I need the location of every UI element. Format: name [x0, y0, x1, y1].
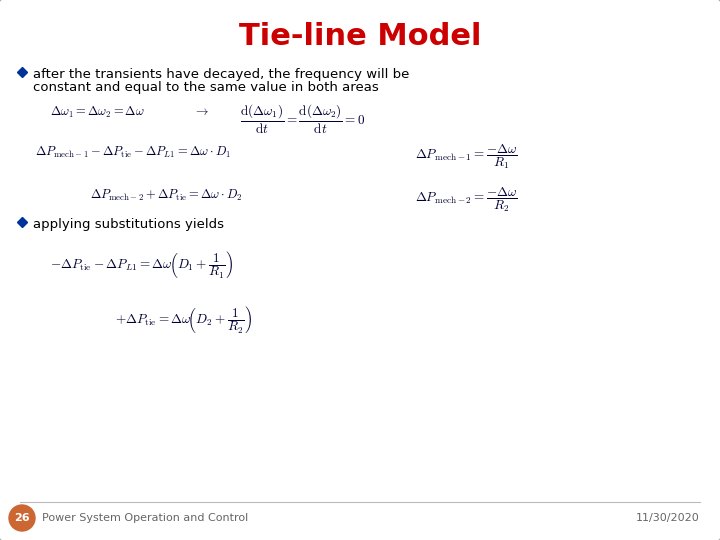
- Text: $\rightarrow$: $\rightarrow$: [193, 105, 209, 118]
- Text: after the transients have decayed, the frequency will be: after the transients have decayed, the f…: [33, 68, 410, 81]
- Text: $\Delta P_{\mathrm{mech-2}} + \Delta P_{\mathrm{tie}} = \Delta\omega \cdot D_2$: $\Delta P_{\mathrm{mech-2}} + \Delta P_{…: [90, 188, 243, 203]
- Text: $\Delta\omega_1 = \Delta\omega_2 = \Delta\omega$: $\Delta\omega_1 = \Delta\omega_2 = \Delt…: [50, 105, 145, 120]
- Text: 11/30/2020: 11/30/2020: [636, 513, 700, 523]
- Text: $-\Delta P_{\mathrm{tie}} - \Delta P_{L1} = \Delta\omega\!\left(D_1 + \dfrac{1}{: $-\Delta P_{\mathrm{tie}} - \Delta P_{L1…: [50, 250, 233, 281]
- Text: $\Delta P_{\mathrm{mech-1}} = \dfrac{-\Delta\omega}{R_1}$: $\Delta P_{\mathrm{mech-1}} = \dfrac{-\D…: [415, 143, 518, 171]
- Text: constant and equal to the same value in both areas: constant and equal to the same value in …: [33, 81, 379, 94]
- Text: Power System Operation and Control: Power System Operation and Control: [42, 513, 248, 523]
- Text: $\dfrac{\mathrm{d}(\Delta\omega_1)}{\mathrm{d}t} = \dfrac{\mathrm{d}(\Delta\omeg: $\dfrac{\mathrm{d}(\Delta\omega_1)}{\mat…: [240, 103, 366, 136]
- Text: $+\Delta P_{\mathrm{tie}} = \Delta\omega\!\left(D_2 + \dfrac{1}{R_2}\right)$: $+\Delta P_{\mathrm{tie}} = \Delta\omega…: [115, 305, 252, 336]
- Circle shape: [9, 505, 35, 531]
- Text: Tie-line Model: Tie-line Model: [239, 22, 481, 51]
- Text: $\Delta P_{\mathrm{mech-1}} - \Delta P_{\mathrm{tie}} - \Delta P_{L1} = \Delta\o: $\Delta P_{\mathrm{mech-1}} - \Delta P_{…: [35, 145, 231, 160]
- Text: applying substitutions yields: applying substitutions yields: [33, 218, 224, 231]
- Text: $\Delta P_{\mathrm{mech-2}} = \dfrac{-\Delta\omega}{R_2}$: $\Delta P_{\mathrm{mech-2}} = \dfrac{-\D…: [415, 186, 518, 214]
- Text: 26: 26: [14, 513, 30, 523]
